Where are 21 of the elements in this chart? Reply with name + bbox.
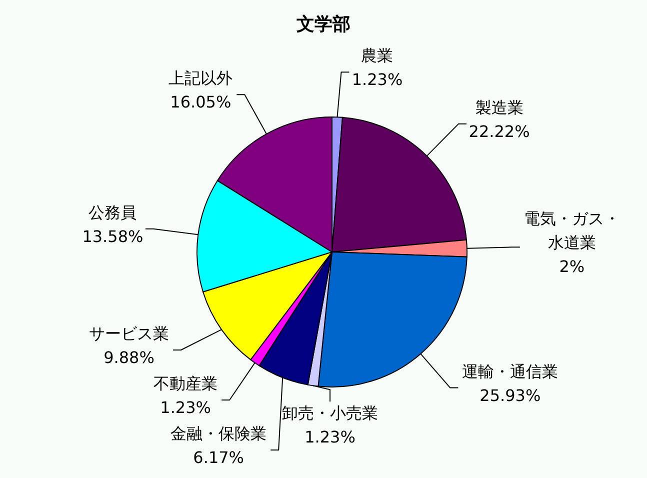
data-label: 1.23% xyxy=(304,428,356,447)
data-label: 1.23% xyxy=(352,70,403,90)
slice-label: 不動産業 xyxy=(154,374,218,393)
slice-label: サービス業 xyxy=(89,324,170,343)
data-label: 22.22% xyxy=(468,122,530,141)
slice-label: 運輸・通信業 xyxy=(462,362,558,381)
slice-label: 電気・ガス・水道業 xyxy=(524,209,620,252)
chart-title: 文学部 xyxy=(296,14,350,35)
data-label: 9.88% xyxy=(104,348,154,367)
data-label: 16.05% xyxy=(170,92,232,112)
data-label: 1.23% xyxy=(160,398,211,417)
slice-label: 製造業 xyxy=(475,98,524,117)
data-label: 13.58% xyxy=(82,226,144,246)
slice-label: 金融・保険業 xyxy=(170,424,267,443)
data-label: 6.17% xyxy=(193,448,244,467)
data-label: 25.93% xyxy=(480,386,541,405)
slice-label: 卸売・小売業 xyxy=(282,404,378,423)
data-label: 2% xyxy=(559,257,585,276)
slice-label: 公務員 xyxy=(88,202,137,222)
slice-label: 農業 xyxy=(361,46,394,66)
slice-label: 上記以外 xyxy=(168,68,233,88)
